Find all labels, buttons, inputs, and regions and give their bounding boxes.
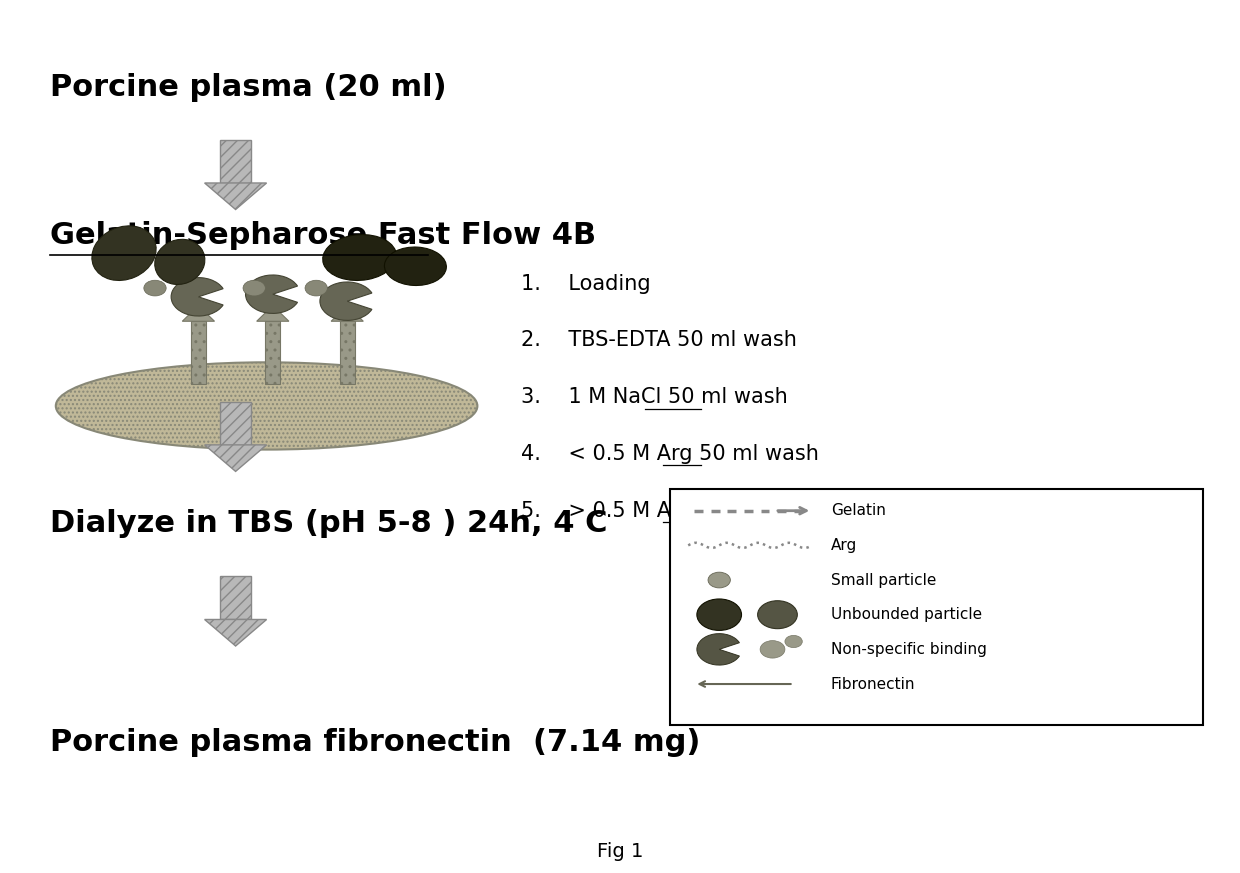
Circle shape [708, 572, 730, 588]
Text: Gelatin-Sepharose Fast Flow 4B: Gelatin-Sepharose Fast Flow 4B [50, 221, 595, 251]
Circle shape [758, 601, 797, 629]
Polygon shape [221, 576, 250, 620]
Polygon shape [340, 321, 355, 384]
Polygon shape [221, 402, 250, 445]
Text: Arg: Arg [831, 538, 857, 553]
Ellipse shape [384, 247, 446, 285]
Polygon shape [191, 321, 206, 384]
Text: Dialyze in TBS (pH 5-8 ) 24h, 4 C: Dialyze in TBS (pH 5-8 ) 24h, 4 C [50, 509, 608, 539]
Text: Non-specific binding: Non-specific binding [831, 642, 987, 656]
Text: Fig 1: Fig 1 [596, 842, 644, 861]
Text: Fibronectin: Fibronectin [831, 677, 915, 691]
Ellipse shape [56, 362, 477, 450]
Polygon shape [331, 306, 363, 321]
Ellipse shape [92, 226, 156, 280]
Text: Small particle: Small particle [831, 573, 936, 588]
Circle shape [144, 280, 166, 296]
Text: Porcine plasma fibronectin  (7.14 mg): Porcine plasma fibronectin (7.14 mg) [50, 727, 699, 757]
Ellipse shape [322, 235, 397, 280]
Text: Gelatin: Gelatin [831, 503, 885, 519]
Text: 4.  < 0.5 M Arg 50 ml wash: 4. < 0.5 M Arg 50 ml wash [521, 444, 818, 464]
Polygon shape [257, 306, 289, 321]
Text: 2.  TBS-EDTA 50 ml wash: 2. TBS-EDTA 50 ml wash [521, 331, 796, 350]
Text: 5.  > 0.5 M Arg  elute: 5. > 0.5 M Arg elute [521, 501, 759, 520]
Wedge shape [246, 275, 298, 313]
Wedge shape [697, 634, 739, 665]
Circle shape [305, 280, 327, 296]
Text: Unbounded particle: Unbounded particle [831, 608, 982, 622]
Circle shape [760, 641, 785, 658]
Polygon shape [265, 321, 280, 384]
Circle shape [697, 599, 742, 630]
Text: 1.  Loading: 1. Loading [521, 274, 651, 293]
Text: Porcine plasma (20 ml): Porcine plasma (20 ml) [50, 72, 446, 102]
Wedge shape [320, 282, 372, 320]
Wedge shape [171, 278, 223, 316]
Text: 3.  1 M NaCl 50 ml wash: 3. 1 M NaCl 50 ml wash [521, 388, 787, 407]
Polygon shape [205, 620, 267, 646]
Ellipse shape [155, 239, 205, 285]
Polygon shape [182, 306, 215, 321]
Polygon shape [221, 140, 250, 183]
Polygon shape [205, 445, 267, 471]
Circle shape [785, 636, 802, 648]
Polygon shape [205, 183, 267, 210]
Circle shape [243, 280, 265, 296]
FancyBboxPatch shape [670, 489, 1203, 725]
